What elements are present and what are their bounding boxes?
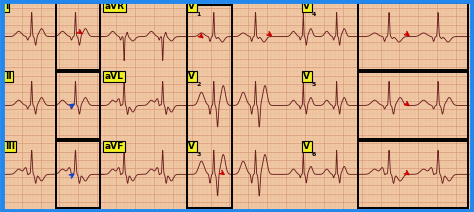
Bar bbox=[56, 141, 100, 208]
Text: V: V bbox=[303, 72, 310, 81]
Text: V: V bbox=[188, 2, 195, 11]
Bar bbox=[187, 5, 232, 208]
Text: I: I bbox=[5, 2, 8, 11]
Text: aVL: aVL bbox=[104, 72, 123, 81]
Text: V: V bbox=[188, 72, 195, 81]
Text: 3: 3 bbox=[197, 152, 201, 157]
Bar bbox=[56, 3, 100, 70]
Text: 2: 2 bbox=[197, 82, 201, 87]
Text: 6: 6 bbox=[312, 152, 316, 157]
Text: 5: 5 bbox=[312, 82, 316, 87]
Text: V: V bbox=[303, 142, 310, 151]
Text: 1: 1 bbox=[197, 12, 201, 17]
Bar bbox=[358, 141, 468, 208]
Bar bbox=[358, 72, 468, 139]
Text: aVF: aVF bbox=[104, 142, 124, 151]
Text: II: II bbox=[5, 72, 11, 81]
Text: III: III bbox=[5, 142, 15, 151]
Text: 4: 4 bbox=[312, 12, 316, 17]
Text: V: V bbox=[303, 2, 310, 11]
Bar bbox=[56, 72, 100, 139]
Text: aVR: aVR bbox=[104, 2, 124, 11]
Text: V: V bbox=[188, 142, 195, 151]
Bar bbox=[358, 3, 468, 70]
